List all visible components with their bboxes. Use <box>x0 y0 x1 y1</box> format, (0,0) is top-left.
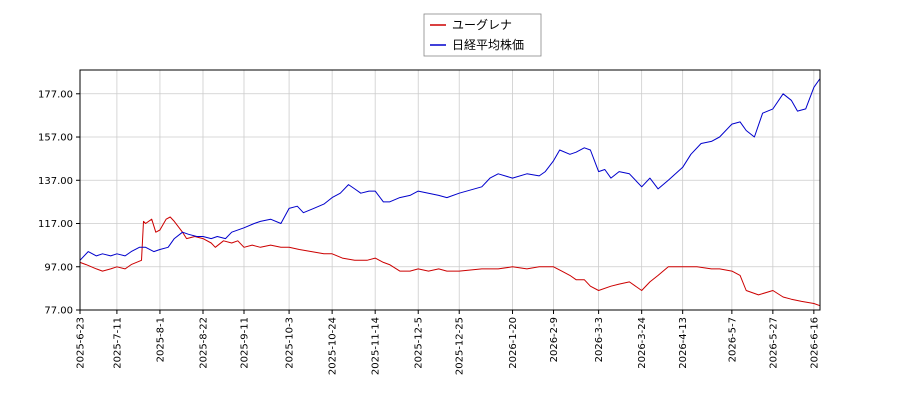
x-axis-ticks: 2025-6-23 2025-7-11 2025-8-1 2025-8-22 2025-… <box>76 310 820 375</box>
y-tick-label: 157.00 <box>38 133 73 144</box>
x-tick-label: 2026-1-20 <box>508 317 519 369</box>
legend-label-euglena: ユーグレナ <box>452 18 512 32</box>
x-tick-label: 2026-4-13 <box>678 317 689 369</box>
y-axis-ticks: 77.00 97.00 117.00 137.00 157.00 177.00 <box>38 89 80 317</box>
x-tick-label: 2025-11-14 <box>371 317 382 375</box>
x-tick-label: 2025-10-3 <box>285 317 296 369</box>
x-tick-label: 2025-12-5 <box>414 317 425 369</box>
x-tick-label: 2026-6-16 <box>809 317 820 369</box>
y-tick-label: 117.00 <box>38 219 73 230</box>
y-tick-label: 97.00 <box>44 262 73 273</box>
x-tick-label: 2026-3-3 <box>594 317 605 362</box>
series-line-euglena <box>79 216 821 307</box>
series-line-nikkei <box>79 78 821 261</box>
x-tick-label: 2025-12-25 <box>455 317 466 375</box>
y-tick-label: 137.00 <box>38 176 73 187</box>
x-tick-label: 2026-5-27 <box>768 317 779 369</box>
legend-label-nikkei: 日経平均株価 <box>452 37 524 52</box>
x-tick-label: 2025-8-1 <box>155 317 166 362</box>
y-tick-label: 177.00 <box>38 89 73 100</box>
x-tick-label: 2026-2-9 <box>549 317 560 362</box>
x-tick-label: 2025-7-11 <box>112 317 123 369</box>
plot-area-frame <box>79 69 821 311</box>
grid-lines <box>79 70 820 311</box>
series-lines <box>79 78 821 307</box>
x-tick-label: 2026-3-24 <box>637 317 648 369</box>
x-tick-label: 2025-9-11 <box>239 317 250 369</box>
x-tick-label: 2025-8-22 <box>198 317 209 369</box>
legend: ユーグレナ 日経平均株価 <box>423 13 542 57</box>
x-tick-label: 2025-6-23 <box>76 317 87 369</box>
legend-box <box>423 13 542 57</box>
x-tick-label: 2025-10-24 <box>328 317 339 375</box>
x-tick-label: 2026-5-7 <box>727 317 738 362</box>
y-tick-label: 77.00 <box>44 306 73 317</box>
